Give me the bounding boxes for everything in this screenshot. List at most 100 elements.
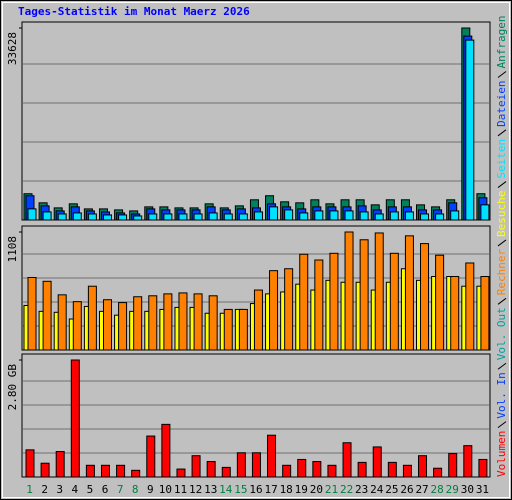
bar	[87, 285, 97, 351]
bar	[389, 211, 399, 221]
bar	[297, 458, 307, 478]
legend-separator	[497, 421, 507, 429]
bar	[420, 213, 430, 221]
bar	[27, 276, 37, 351]
bar	[418, 455, 428, 478]
x-tick-label: 11	[174, 483, 187, 496]
bar	[435, 254, 445, 351]
bar	[161, 423, 171, 478]
bar	[87, 213, 97, 221]
bar	[163, 293, 173, 351]
bar	[329, 252, 339, 351]
x-tick-label: 2	[41, 483, 48, 496]
legend-label: Vol. In	[495, 372, 508, 418]
bar	[374, 213, 384, 221]
bar	[253, 211, 263, 221]
bar	[284, 209, 294, 221]
legend-separator	[497, 239, 507, 247]
bar	[193, 213, 203, 221]
bar	[178, 292, 188, 351]
bar	[357, 461, 367, 478]
bar	[118, 302, 128, 351]
bar	[359, 239, 369, 351]
x-tick-label: 19	[295, 483, 308, 496]
bar	[133, 215, 143, 221]
x-tick-label: 12	[189, 483, 202, 496]
bar	[387, 461, 397, 478]
y-tick-label: 1108	[6, 236, 19, 263]
x-tick-label: 3	[56, 483, 63, 496]
bar	[435, 213, 445, 221]
x-tick-label: 30	[461, 483, 474, 496]
bar	[193, 293, 203, 351]
bar	[282, 464, 292, 478]
bar	[342, 442, 352, 478]
legend-label: Seiten	[495, 139, 508, 179]
bar	[72, 212, 82, 221]
bar	[238, 308, 248, 351]
x-tick-label: 4	[72, 483, 79, 496]
x-tick-label: 29	[446, 483, 459, 496]
x-tick-label: 20	[310, 483, 323, 496]
x-tick-label: 26	[400, 483, 413, 496]
bar	[25, 449, 35, 478]
bar	[463, 445, 473, 478]
legend-separator	[497, 297, 507, 305]
bar	[480, 276, 490, 351]
bar	[359, 211, 369, 221]
bar	[221, 466, 231, 478]
x-tick-label: 25	[385, 483, 398, 496]
legend-separator	[497, 129, 507, 137]
bar	[223, 308, 233, 351]
bar	[206, 461, 216, 478]
bar	[465, 262, 475, 351]
x-tick-label: 7	[117, 483, 124, 496]
legend-separator	[497, 71, 507, 78]
bar	[253, 289, 263, 351]
bar	[131, 469, 141, 478]
bar	[163, 213, 173, 221]
legend-label: Dateien	[495, 80, 508, 126]
x-tick-label: 23	[355, 483, 368, 496]
bar	[329, 210, 339, 221]
bar	[314, 210, 324, 221]
x-tick-label: 27	[415, 483, 428, 496]
bar	[208, 295, 218, 351]
bar	[448, 453, 458, 478]
bar	[284, 268, 294, 351]
bar	[478, 458, 488, 478]
bar	[85, 464, 95, 478]
bar	[57, 213, 67, 221]
bar	[102, 299, 112, 351]
bar	[465, 39, 475, 221]
bar	[208, 212, 218, 221]
bar	[57, 294, 67, 351]
bar	[148, 213, 158, 221]
x-tick-label: 13	[204, 483, 217, 496]
bar	[118, 214, 128, 221]
bar	[72, 301, 82, 351]
bar	[42, 280, 52, 351]
x-tick-label: 5	[87, 483, 94, 496]
x-tick-label: 31	[476, 483, 489, 496]
legend-separator	[497, 181, 507, 188]
bar	[299, 212, 309, 221]
bar	[133, 296, 143, 351]
y-tick-label: 33628	[6, 32, 19, 65]
x-tick-label: 10	[159, 483, 172, 496]
bar	[40, 462, 50, 478]
bar	[420, 243, 430, 351]
bar	[372, 446, 382, 478]
bar	[374, 232, 384, 351]
bar	[238, 213, 248, 221]
legend-separator	[497, 362, 507, 370]
x-tick-label: 8	[132, 483, 139, 496]
bar	[344, 210, 354, 221]
bar	[42, 211, 52, 221]
bar	[116, 464, 126, 478]
bar	[314, 259, 324, 351]
plot-area	[21, 21, 491, 221]
bar	[176, 468, 186, 478]
bar	[223, 213, 233, 221]
